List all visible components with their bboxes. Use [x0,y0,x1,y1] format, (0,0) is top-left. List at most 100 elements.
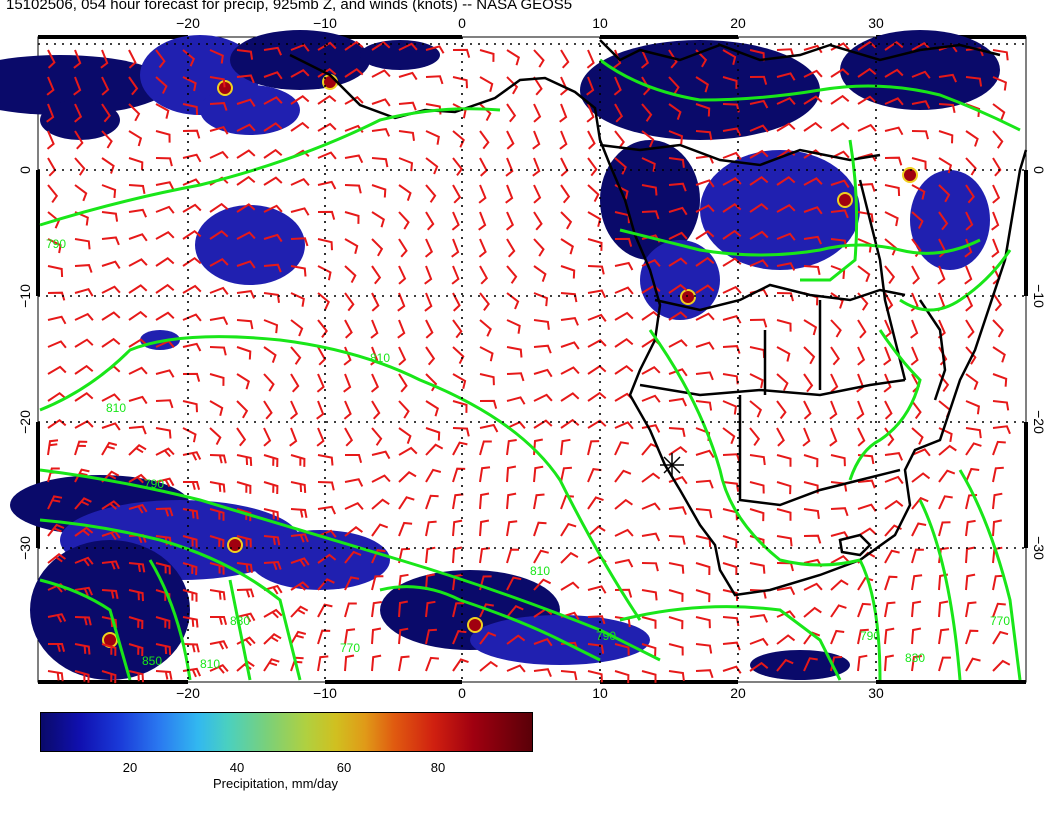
contour-label: 790 [144,477,164,491]
wind-barb [101,311,121,321]
wind-barb [506,49,520,66]
wind-barb [128,643,144,657]
wind-barb [478,184,487,204]
wind-barb [290,95,310,105]
wind-barb [209,562,225,575]
wind-barb [695,312,715,321]
wind-barb [938,103,956,114]
wind-barb [695,341,715,350]
wind-barb [182,284,202,294]
wind-barb [47,315,67,325]
wind-barb [74,288,94,297]
wind-barb [641,562,659,572]
wind-barb [749,454,766,466]
wind-barb [316,400,325,420]
wind-barb [101,643,117,656]
wind-barb [965,427,982,439]
wind-barb [614,364,634,375]
wind-barb [479,373,495,386]
wind-barb [128,616,144,630]
wind-barb [182,203,202,213]
wind-barb [101,285,121,294]
wind-barb [506,130,515,150]
wind-barb [937,265,946,285]
wind-barb [965,47,984,57]
wind-barb [101,236,120,246]
wind-barb [101,337,121,348]
wind-barb [425,546,436,564]
wind-barb [74,643,91,655]
wind-barb [695,103,711,117]
wind-barb [587,419,607,429]
wind-barb [344,628,356,645]
wind-barb [883,346,892,366]
wind-barb [344,292,355,312]
wind-barb [74,264,93,273]
contour-label: 810 [530,564,550,578]
wind-barb [749,508,765,522]
wind-barb [749,175,769,186]
wind-barb [425,600,436,618]
wind-barb [992,630,1009,645]
wind-barb [641,76,651,96]
precip-maximum [837,192,853,208]
wind-barb [964,265,973,285]
wind-barb [182,535,198,548]
wind-barb [317,603,333,618]
lon-label: 30 [868,685,884,700]
wind-barb [398,184,412,201]
wind-barb [317,505,337,515]
wind-barb [263,560,282,571]
wind-barb [803,95,823,105]
wind-barb [290,557,310,567]
wind-barb [316,427,325,447]
wind-barb [209,640,229,650]
wind-barb [479,346,494,362]
wind-barb [587,496,604,510]
wind-barb [938,600,949,618]
graticule [38,37,1026,682]
wind-barb [236,535,252,548]
precip-patch [0,55,170,115]
wind-barb [857,479,876,489]
wind-barb [911,548,924,564]
wind-barb [263,122,283,132]
wind-barb [533,184,542,204]
wind-barb [560,494,574,510]
wind-barb [289,400,299,420]
wind-barb [479,49,495,62]
wind-barb [911,627,922,645]
wind-barb [209,286,229,295]
wind-barb [722,315,742,324]
wind-barb [965,373,979,391]
wind-barb [506,439,517,456]
wind-barb [560,438,571,456]
wind-barb [830,179,850,188]
geopotential-contours [39,58,1022,681]
wind-barb [209,454,227,464]
wind-barb [776,319,792,332]
wind-barb [776,454,792,467]
precip-maximum [902,167,918,183]
wind-barb [722,589,739,602]
wind-barb [668,206,688,216]
wind-barb [155,616,171,629]
wind-barb [343,400,352,420]
wind-barb [398,130,415,141]
wind-barb [560,238,574,255]
wind-barb [155,507,174,517]
wind-barb [479,319,492,337]
contour-labels: 790 790 810 810 810 790 830 850 810 770 … [46,237,1010,671]
wind-barb [47,418,67,429]
wind-barb [560,317,579,326]
wind-barb [992,400,1010,411]
wind-barb [695,589,711,603]
wind-barb [74,440,88,456]
wind-barb [183,481,201,490]
wind-barb [452,373,467,389]
wind-barb [317,210,336,220]
wind-barb [587,238,603,251]
wind-barb [74,238,91,250]
wind-barb [344,319,353,339]
wind-barb [370,346,379,366]
